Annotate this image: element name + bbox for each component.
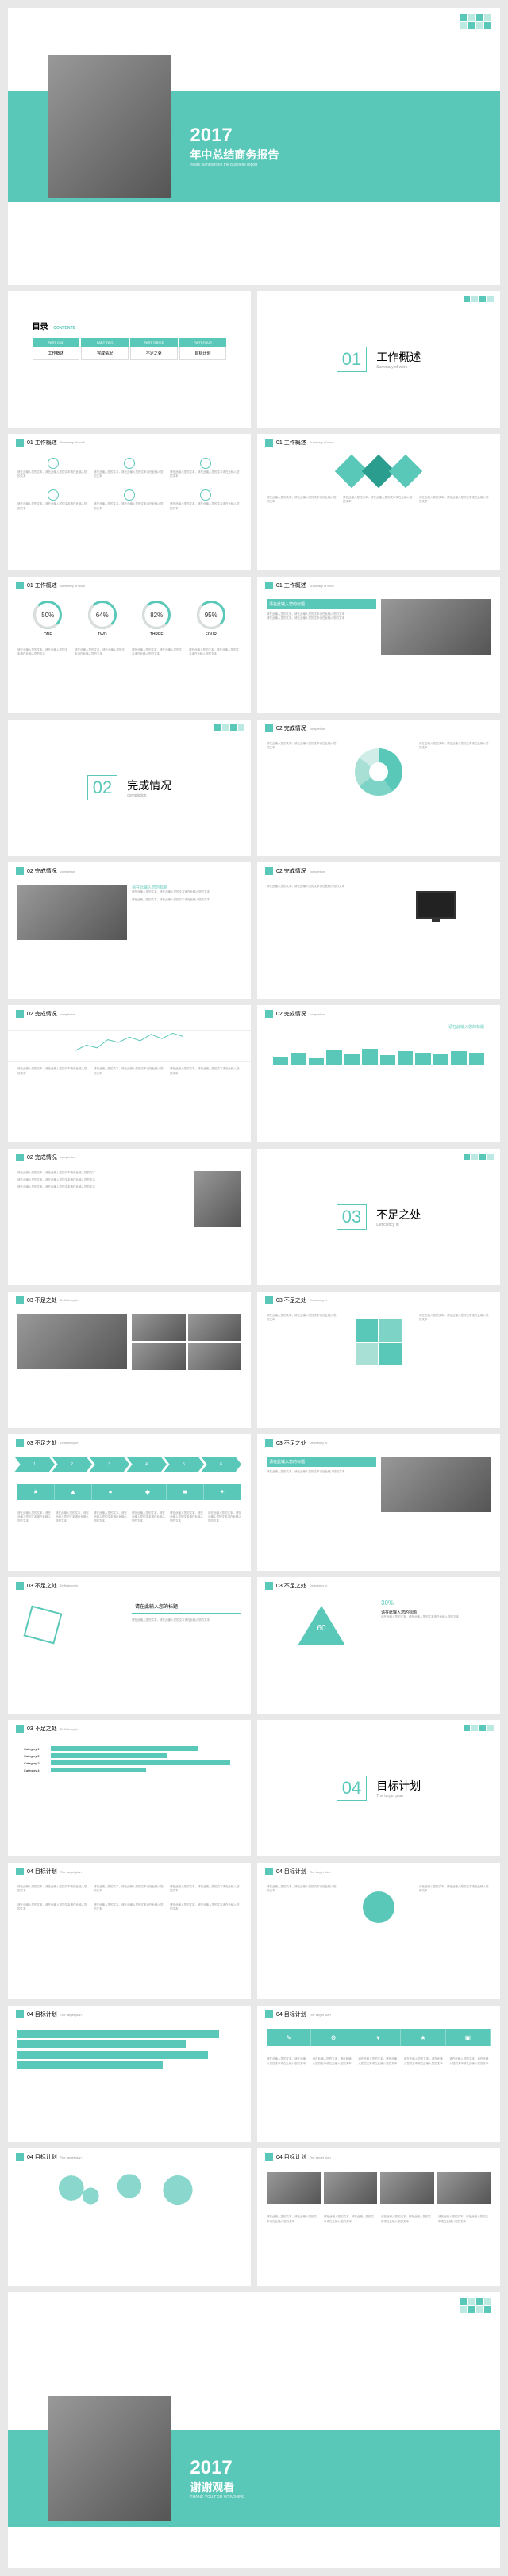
slide-01d: 01 工作概述Summary of work 请在此输入您的标题请在此输入您的文… xyxy=(257,577,500,713)
slide-01c: 01 工作概述Summary of work 50%ONE 64%TWO 82%… xyxy=(8,577,251,713)
donut-chart xyxy=(355,748,402,796)
slide-03d: 03 不足之处Deficiency in 请在此输入您的标题请在此输入您的文本，… xyxy=(257,1434,500,1571)
icon-row: ★▲●◆■✦ xyxy=(17,1484,241,1500)
slide-02e: 02 完成情况completion 请在此输入您的标题 xyxy=(257,1005,500,1142)
icon-row: ✎⚙♥★▣ xyxy=(267,2029,491,2046)
slide-section-2: 02 完成情况completion xyxy=(8,720,251,856)
slide-03f: 03 不足之处Deficiency in 60 30%请在此输入您的标题请在此输… xyxy=(257,1577,500,1714)
slide-02b: 02 完成情况completion 请在此输入您的标题请在此输入您的文本，请在此… xyxy=(8,862,251,999)
slide-01b: 01 工作概述Summary of work 请在此输入您的文本，请在此输入您的… xyxy=(257,434,500,570)
toc-tabs: PART ONE工作概述 PART TWO完成情况 PART THREE不足之处… xyxy=(33,338,227,360)
cover-subtitle: Years summarizes the business report xyxy=(190,163,279,167)
chevron-process: 123456 xyxy=(8,1452,251,1477)
line-chart xyxy=(8,1023,251,1062)
content-image xyxy=(17,885,127,940)
slide-section-3: 03 不足之处Deficiency in xyxy=(257,1149,500,1285)
slide-04d: 04 目标计划The target plan ✎⚙♥★▣ 请在此输入您的文本，请… xyxy=(257,2006,500,2142)
slide-04a: 04 目标计划The target plan 请在此输入您的文本，请在此输入您的… xyxy=(8,1863,251,1999)
image-gallery xyxy=(257,2166,500,2210)
diamond-graphic xyxy=(257,451,500,491)
cover-title: 年中总结商务报告 xyxy=(190,147,279,163)
slide-04c: 04 目标计划The target plan xyxy=(8,2006,251,2142)
content-image xyxy=(381,599,491,655)
slide-02c: 02 完成情况completion 请在此输入您的文本，请在此输入您的文本请在此… xyxy=(257,862,500,999)
slide-03a: 03 不足之处Deficiency in xyxy=(8,1292,251,1428)
slide-03g: 03 不足之处Deficiency in Category 1 Category… xyxy=(8,1720,251,1856)
slide-toc: 目录 CONTENTS PART ONE工作概述 PART TWO完成情况 PA… xyxy=(8,291,251,428)
slide-02d: 02 完成情况completion 请在此输入您的文本，请在此输入您的文本请在此… xyxy=(8,1005,251,1142)
slide-02a: 02 完成情况completion 请在此输入您的文本，请在此输入您的文本请在此… xyxy=(257,720,500,856)
toc-heading: 目录 CONTENTS xyxy=(33,320,227,332)
section-title: 工作概述 xyxy=(376,349,421,365)
content-image xyxy=(194,1171,241,1227)
cover-band: 2017 年中总结商务报告 Years summarizes the busin… xyxy=(8,91,500,202)
ring-charts: 50%ONE 64%TWO 82%THREE 95%FOUR xyxy=(8,594,251,643)
slide-04f: 04 目标计划The target plan 请在此输入您的文本，请在此输入您的… xyxy=(257,2148,500,2285)
slide-section-4: 04 目标计划The target plan xyxy=(257,1720,500,1856)
square-graphic xyxy=(24,1605,63,1644)
world-map xyxy=(33,2172,227,2212)
slide-end: 2017 谢谢观看 THANK YOU FOR WTACHING xyxy=(8,2292,500,2569)
section-number: 01 xyxy=(337,347,367,372)
bar-chart xyxy=(257,1031,500,1071)
circle-graphic xyxy=(363,1891,394,1923)
cover-year: 2017 xyxy=(190,125,279,147)
slide-04b: 04 目标计划The target plan 请在此输入您的文本，请在此输入您的… xyxy=(257,1863,500,1999)
horizontal-bar-chart: Category 1 Category 2 Category 3 Categor… xyxy=(8,1737,251,1781)
cover-image xyxy=(48,55,171,198)
decoration-squares xyxy=(460,14,491,29)
slide-02f: 02 完成情况completion 请在此输入您的文本，请在此输入您的文本请在此… xyxy=(8,1149,251,1285)
puzzle-graphic xyxy=(355,1319,402,1366)
slide-03b: 03 不足之处Deficiency in 请在此输入您的文本，请在此输入您的文本… xyxy=(257,1292,500,1428)
monitor-graphic xyxy=(416,891,456,919)
slide-03c: 03 不足之处Deficiency in 123456 ★▲●◆■✦ 请在此输入… xyxy=(8,1434,251,1571)
slide-01a: 01 工作概述Summary of work 请在此输入您的文本，请在此输入您的… xyxy=(8,434,251,570)
slide-03e: 03 不足之处Deficiency in 请在此输入您的标题请在此输入您的文本，… xyxy=(8,1577,251,1714)
slide-cover: 2017 年中总结商务报告 Years summarizes the busin… xyxy=(8,8,500,285)
slide-section-1: 01 工作概述Summary of work xyxy=(257,291,500,428)
slide-04e: 04 目标计划The target plan xyxy=(8,2148,251,2285)
